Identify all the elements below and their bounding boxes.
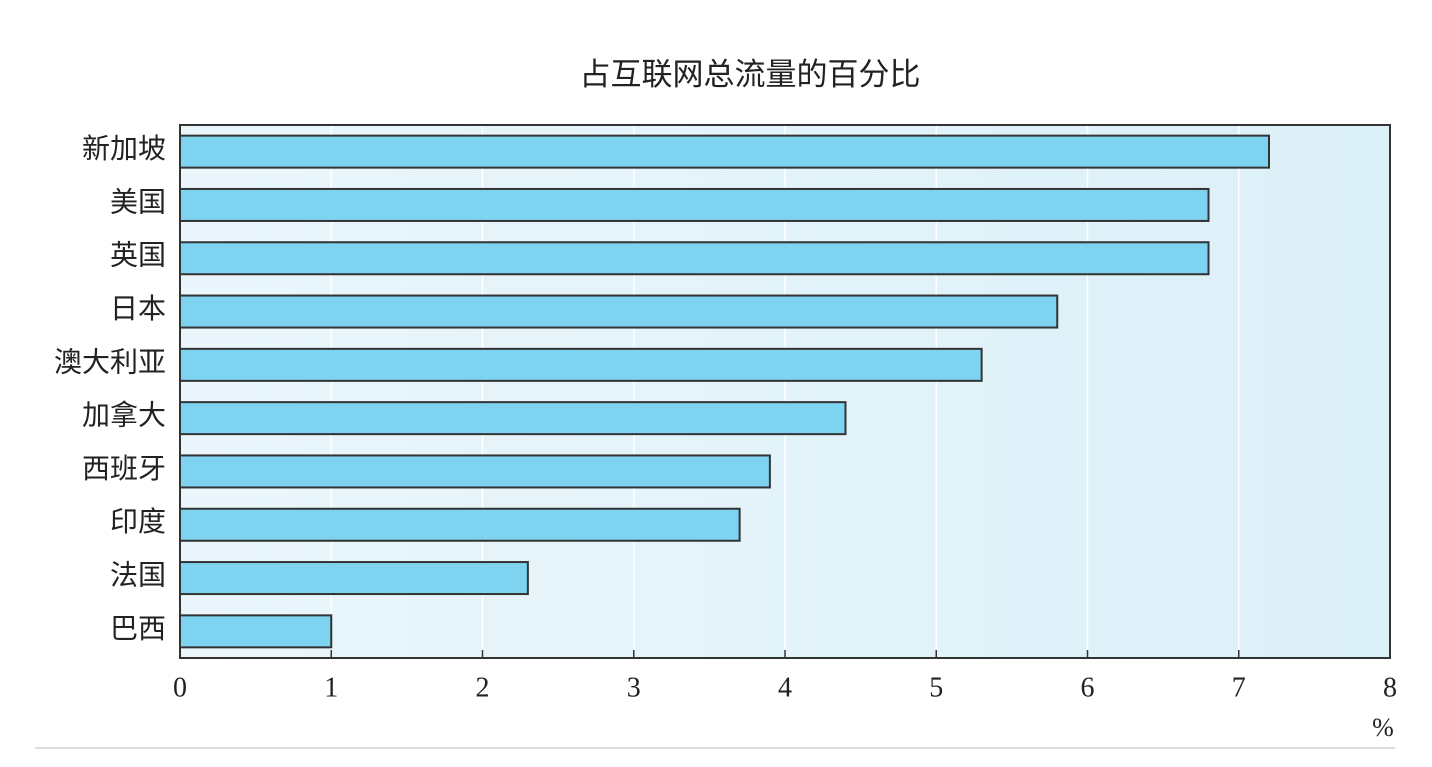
y-tick-label: 新加坡 xyxy=(82,133,166,165)
bar xyxy=(179,347,983,382)
y-tick-label: 英国 xyxy=(110,240,166,272)
chart-title: 占互联网总流量的百分比 xyxy=(580,57,921,92)
y-tick-label: 印度 xyxy=(110,506,166,538)
y-tick-label: 巴西 xyxy=(110,614,166,645)
y-tick-label: 西班牙 xyxy=(82,453,166,485)
bar xyxy=(179,401,847,436)
y-tick-label: 加拿大 xyxy=(82,400,166,432)
x-tick-label: 8 xyxy=(1383,672,1397,703)
x-axis-label: % xyxy=(1372,713,1394,742)
x-tick-label: 4 xyxy=(778,672,792,703)
y-tick-label: 澳大利亚 xyxy=(54,346,166,378)
y-tick-label: 法国 xyxy=(110,559,166,591)
y-tick-label: 日本 xyxy=(110,293,166,325)
bar xyxy=(179,187,1210,222)
bar xyxy=(179,294,1059,329)
x-tick-label: 7 xyxy=(1232,672,1246,703)
x-tick-label: 3 xyxy=(627,672,641,703)
x-tick-label: 6 xyxy=(1081,672,1095,703)
bar xyxy=(179,614,333,649)
x-tick-label: 5 xyxy=(929,672,943,703)
x-tick-label: 2 xyxy=(476,672,490,703)
bar xyxy=(179,561,529,596)
bar xyxy=(179,507,741,542)
x-tick-label: 0 xyxy=(173,672,187,703)
bar xyxy=(179,454,771,489)
bar xyxy=(179,134,1270,169)
y-tick-label: 美国 xyxy=(110,186,166,218)
bar xyxy=(179,241,1210,276)
x-tick-label: 1 xyxy=(324,672,338,703)
